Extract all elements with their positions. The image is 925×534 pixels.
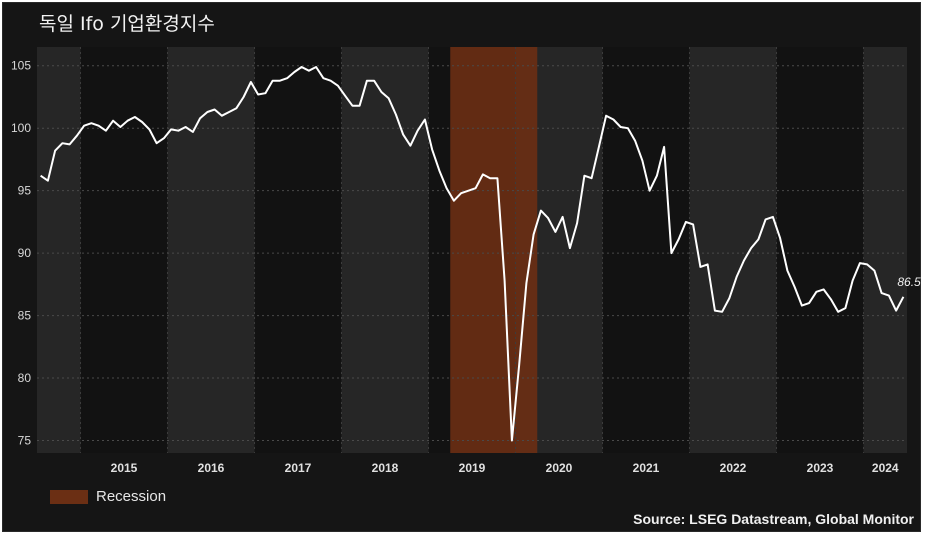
x-tick-label: 2023	[807, 461, 834, 475]
year-band-2018	[342, 47, 429, 453]
year-band-2017	[255, 47, 342, 453]
year-band-2024	[864, 47, 908, 453]
y-tick-label: 100	[11, 121, 31, 135]
x-tick-label: 2021	[633, 461, 660, 475]
y-tick-label: 80	[18, 371, 32, 385]
y-tick-label: 95	[18, 184, 32, 198]
x-tick-label: 2019	[459, 461, 486, 475]
legend: Recession	[50, 488, 166, 505]
x-tick-label: 2018	[372, 461, 399, 475]
x-tick-label: 2016	[198, 461, 225, 475]
x-tick-label: 2017	[285, 461, 312, 475]
year-band-2015	[81, 47, 168, 453]
y-tick-label: 85	[18, 309, 32, 323]
y-tick-label: 90	[18, 246, 32, 260]
source-note: Source: LSEG Datastream, Global Monitor	[633, 511, 914, 527]
year-band-2023	[777, 47, 864, 453]
x-tick-label: 2024	[872, 461, 899, 475]
x-tick-label: 2015	[111, 461, 138, 475]
legend-recession-label: Recession	[96, 488, 166, 505]
y-tick-label: 105	[11, 59, 31, 73]
legend-recession-swatch	[50, 490, 88, 504]
end-value-label: 86.5	[897, 275, 921, 289]
line-chart: 75 80 85 90 95 100 105 2015 2016 2017 2018 2019 202…	[3, 3, 922, 533]
year-band-2022	[690, 47, 777, 453]
year-band-2021	[603, 47, 690, 453]
year-band-2014	[37, 47, 81, 453]
year-band-2016	[168, 47, 255, 453]
recession-band-0	[450, 47, 537, 453]
x-tick-label: 2020	[546, 461, 573, 475]
y-tick-label: 75	[18, 434, 32, 448]
x-tick-label: 2022	[720, 461, 747, 475]
